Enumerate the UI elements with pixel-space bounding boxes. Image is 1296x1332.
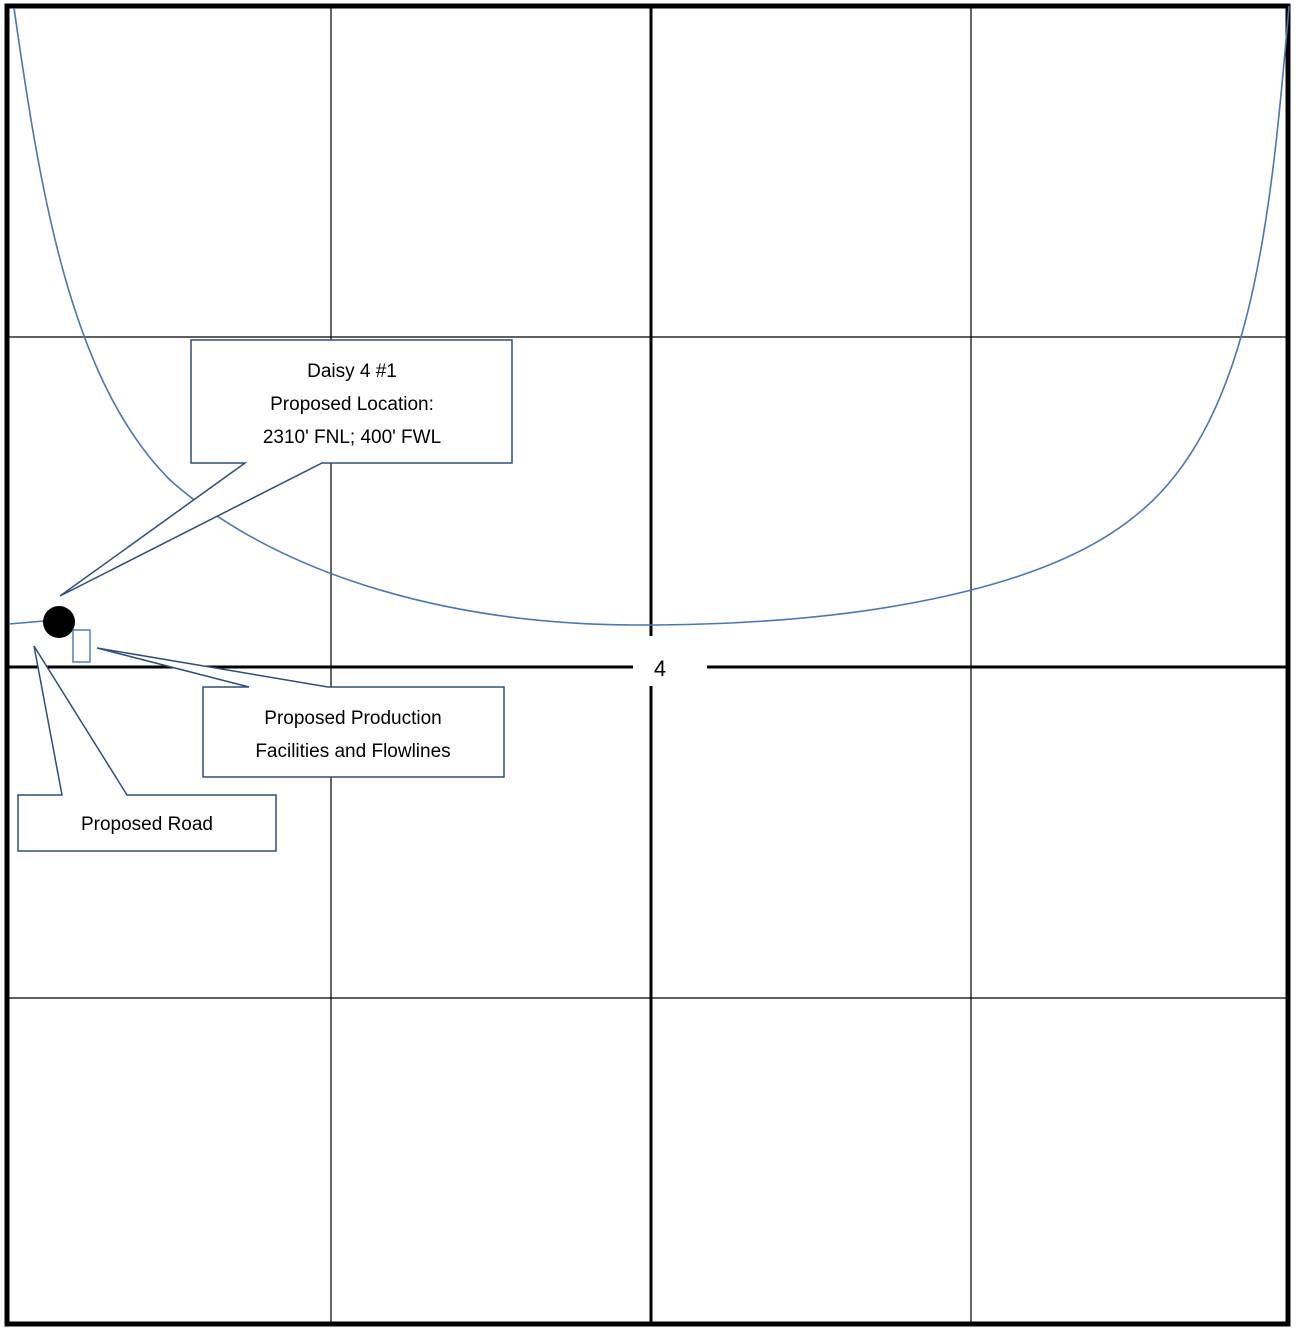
well-callout-shape	[59, 339, 513, 597]
facilities-callout-line1: Proposed Production	[264, 708, 441, 729]
well-location-symbol	[43, 606, 75, 638]
well-callout: Daisy 4 #1 Proposed Location: 2310' FNL;…	[59, 339, 513, 597]
section-number: 4	[654, 656, 666, 681]
quarter-quarter-grid	[7, 6, 1288, 1324]
production-facilities-symbol	[72, 629, 91, 663]
road-callout-label: Proposed Road	[81, 814, 213, 835]
road-callout: Proposed Road	[17, 645, 277, 852]
quarter-section-lines	[7, 6, 1288, 1324]
facilities-callout: Proposed Production Facilities and Flowl…	[96, 647, 505, 778]
facilities-callout-shape	[96, 647, 505, 778]
well-callout-line1: Daisy 4 #1	[307, 361, 397, 382]
boundary-curve	[13, 5, 1290, 626]
facilities-callout-line2: Facilities and Flowlines	[255, 741, 450, 762]
section-boundary	[4, 3, 1291, 1327]
proposed-road-line	[8, 620, 45, 625]
well-callout-line3: 2310' FNL; 400' FWL	[263, 427, 441, 448]
well-callout-line2: Proposed Location:	[270, 394, 434, 415]
road-callout-shape	[17, 645, 277, 852]
